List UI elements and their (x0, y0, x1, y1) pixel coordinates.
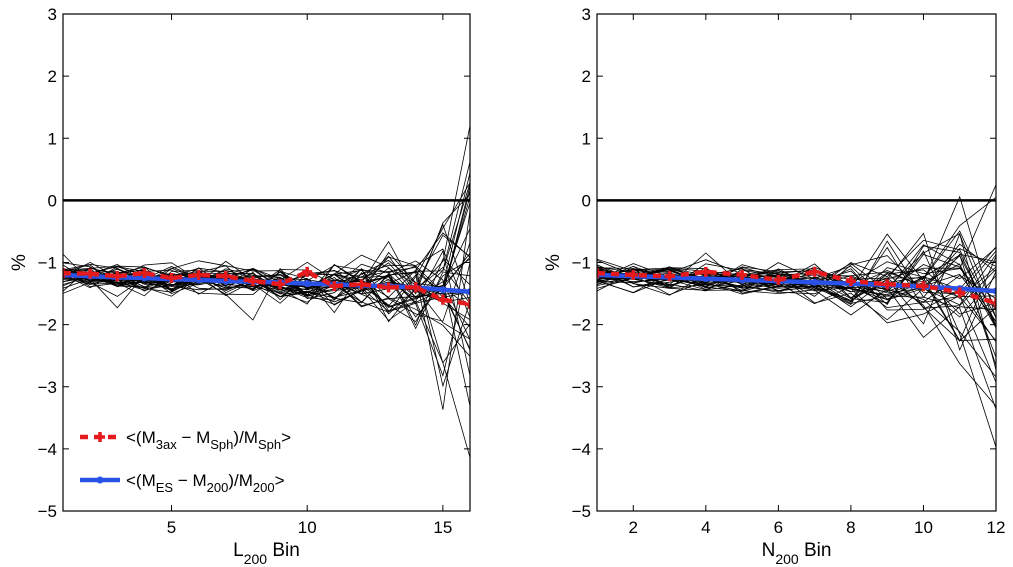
y-tick-label: 1 (48, 129, 57, 148)
x-tick-label: 8 (846, 518, 855, 537)
y-tick-label: 0 (582, 191, 591, 210)
y-tick-label: −3 (572, 378, 591, 397)
plot-area (597, 184, 996, 448)
x-tick-label: 10 (298, 518, 317, 537)
series-point-3ax-mean (918, 281, 929, 292)
y-tick-label: 3 (48, 5, 57, 24)
y-tick-label: −4 (38, 440, 57, 459)
y-tick-label: 2 (48, 67, 57, 86)
ensemble-line (63, 182, 470, 313)
series-point-3ax-mean (410, 282, 421, 293)
series-line-es-mean (63, 272, 470, 294)
y-tick-label: −2 (572, 316, 591, 335)
series-point-3ax-mean (139, 268, 150, 279)
ensemble-line (63, 228, 470, 296)
ensemble-line (63, 266, 470, 458)
ensemble-line (63, 259, 470, 309)
x-tick-label: 15 (433, 518, 452, 537)
legend: <(M3ax − MSph)/MSph> <(MES − M200)/M200> (80, 428, 291, 495)
y-tick-label: −5 (38, 502, 57, 521)
series-point-3ax-mean (845, 276, 856, 287)
series-point-3ax-mean (737, 269, 748, 280)
series-point-3ax-mean (437, 294, 448, 305)
series-point-3ax-mean (809, 266, 820, 277)
y-tick-label: 1 (582, 129, 591, 148)
series-point-3ax-mean (628, 269, 639, 280)
x-tick-label: 5 (167, 518, 176, 537)
x-axis-label: L200 Bin (233, 540, 300, 567)
x-tick-label: 12 (987, 518, 1006, 537)
plot-area (63, 125, 470, 458)
series-point-3ax-mean (63, 268, 68, 279)
ensemble-line (63, 189, 470, 300)
series-point-3ax-mean (954, 287, 965, 298)
series-point-es-mean (466, 288, 470, 296)
series-point-3ax-mean (383, 282, 394, 293)
series-point-es-mean (303, 280, 311, 288)
legend-marker (95, 432, 105, 442)
series-point-3ax-mean (356, 279, 367, 290)
ensemble-line (597, 268, 996, 343)
ensemble-line (597, 252, 996, 322)
series-point-es-mean (439, 286, 447, 294)
ensemble-line (63, 234, 470, 306)
x-tick-label: 4 (701, 518, 710, 537)
series-point-3ax-mean (597, 268, 602, 279)
series-point-es-mean (992, 287, 996, 295)
series-line-3ax-mean (597, 269, 996, 306)
series-line-es-mean (597, 272, 996, 294)
ensemble-line (63, 250, 470, 376)
y-axis-label: % (543, 254, 564, 271)
ensemble-line (597, 250, 996, 448)
series-point-3ax-mean (882, 279, 893, 290)
x-axis-label: N200 Bin (762, 540, 832, 567)
ensemble-line (63, 266, 470, 330)
ensemble-line (597, 246, 996, 295)
series-point-3ax-mean (275, 279, 286, 290)
series-point-3ax-mean (220, 271, 231, 282)
series-point-3ax-mean (166, 273, 177, 284)
y-tick-label: −1 (572, 254, 591, 273)
series-point-3ax-mean (773, 274, 784, 285)
x-tick-label: 2 (629, 518, 638, 537)
x-tick-label: 10 (914, 518, 933, 537)
series-point-3ax-mean (112, 271, 123, 282)
series-point-3ax-mean (247, 276, 258, 287)
series-point-3ax-mean (991, 297, 996, 308)
x-tick-label: 6 (774, 518, 783, 537)
legend-marker (96, 476, 104, 484)
series-point-3ax-mean (329, 281, 340, 292)
series-point-3ax-mean (700, 266, 711, 277)
series-point-es-mean (702, 275, 710, 283)
series-point-3ax-mean (193, 269, 204, 280)
series-point-3ax-mean (302, 266, 313, 277)
series-point-es-mean (811, 278, 819, 286)
y-tick-label: −2 (38, 316, 57, 335)
legend-label: <(MES − M200)/M200> (126, 471, 285, 495)
ensemble-line (597, 264, 996, 303)
ensemble-line (597, 254, 996, 306)
y-tick-label: −3 (38, 378, 57, 397)
y-tick-label: 0 (48, 191, 57, 210)
y-tick-label: −5 (572, 502, 591, 521)
y-tick-label: −1 (38, 254, 57, 273)
ensemble-line (63, 252, 470, 308)
y-tick-label: 3 (582, 5, 591, 24)
y-axis-label: % (9, 254, 30, 271)
series-point-3ax-mean (85, 268, 96, 279)
y-tick-label: 2 (582, 67, 591, 86)
y-tick-label: −4 (572, 440, 591, 459)
left-panel: −5 −4 −3 −2 −1 0 1 2 3 5 10 15% L200 Bin <(M3ax − MSp… (9, 5, 471, 567)
series-point-3ax-mean (465, 299, 470, 310)
legend-label: <(M3ax − MSph)/MSph> (126, 428, 291, 452)
series-point-3ax-mean (664, 271, 675, 282)
